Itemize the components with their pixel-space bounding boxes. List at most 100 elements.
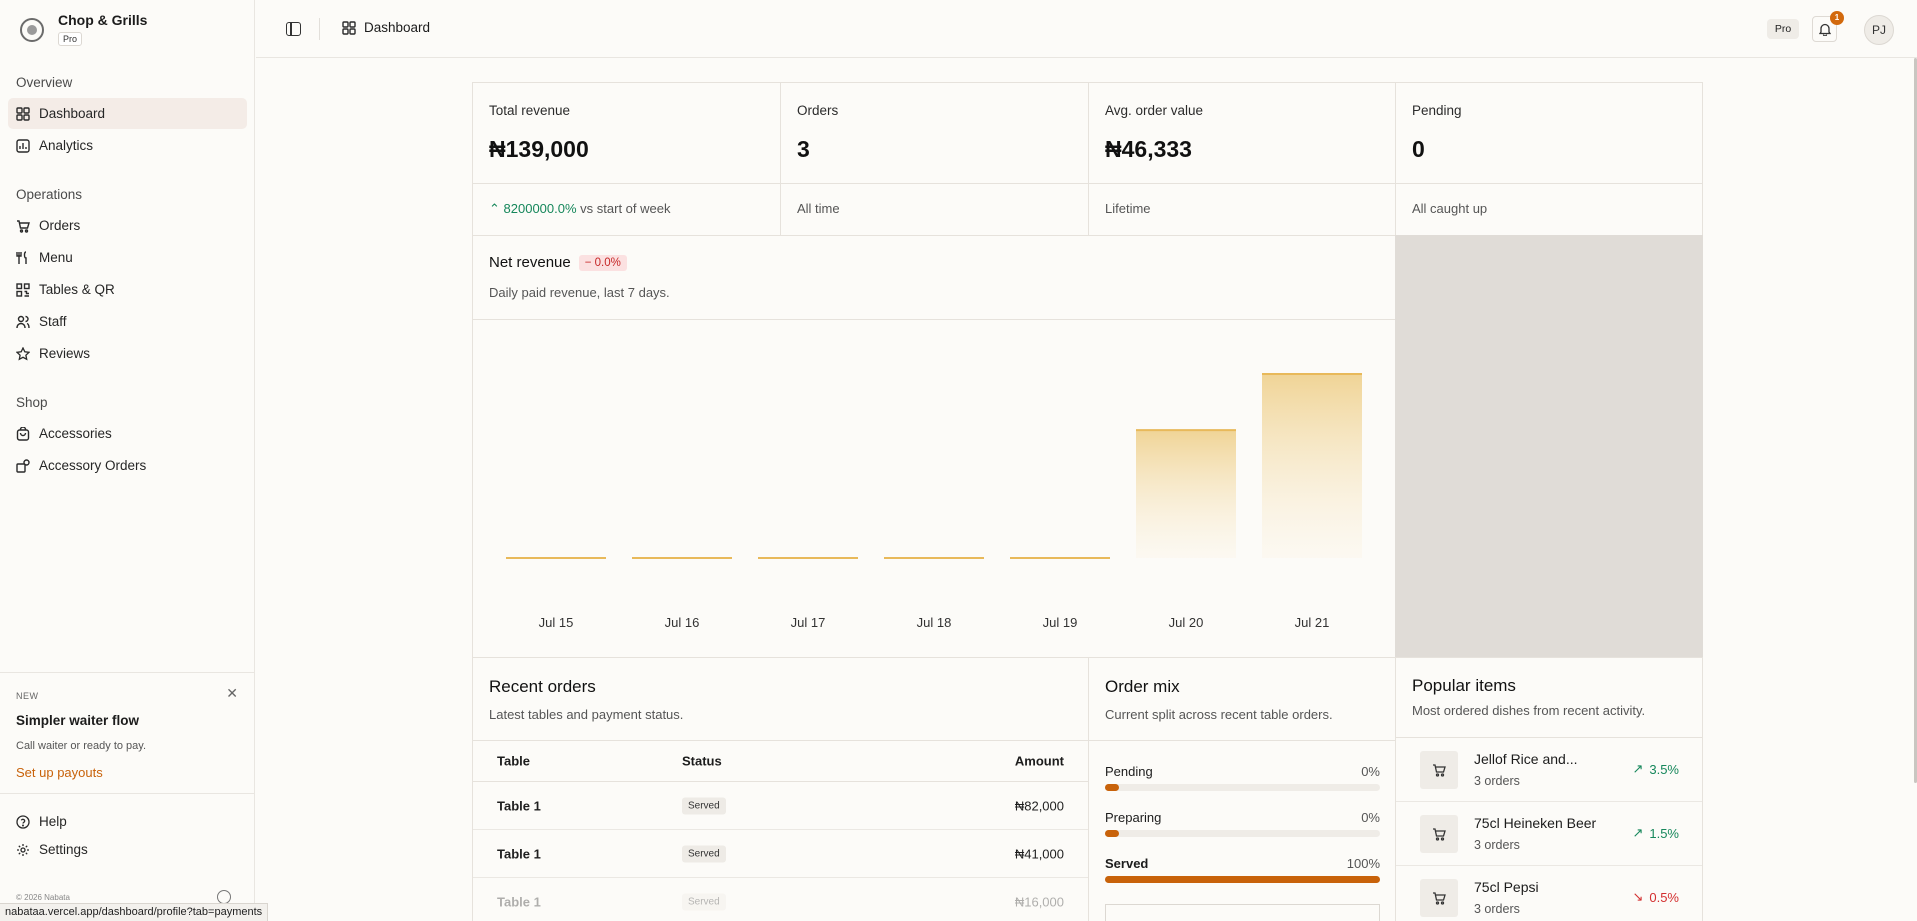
- qr-icon: [16, 282, 30, 297]
- kpi-value: 3: [797, 136, 810, 162]
- status-badge: Served: [682, 845, 726, 862]
- bar-jul-20[interactable]: [1136, 430, 1236, 558]
- notification-count: 1: [1830, 11, 1844, 25]
- table-row[interactable]: Table 1 Served ₦16,000: [473, 878, 1088, 921]
- bar-jul-21[interactable]: [1262, 374, 1362, 558]
- x-tick-label: Jul 18: [917, 615, 952, 630]
- column-header-amount: Amount: [1014, 753, 1064, 769]
- settings-label: Settings: [39, 842, 88, 857]
- x-tick-label: Jul 20: [1169, 615, 1204, 630]
- recent-orders-subtitle: Latest tables and payment status.: [489, 707, 684, 722]
- sidebar: Chop & Grills Pro Overview Dashboard Ana…: [0, 0, 255, 921]
- kpi-label: Total revenue: [489, 103, 571, 118]
- sidebar-toggle-icon[interactable]: [286, 22, 301, 36]
- column-header-table: Table: [497, 753, 530, 769]
- brand-name: Chop & Grills: [58, 12, 148, 28]
- sidebar-item-menu[interactable]: Menu: [8, 242, 247, 273]
- nav-section-overview: Overview: [16, 75, 73, 90]
- cart-icon: [1420, 879, 1458, 917]
- divider: [1089, 740, 1395, 741]
- divider: [473, 319, 1395, 320]
- recent-orders-title: Recent orders: [489, 677, 596, 696]
- help-link[interactable]: Help: [16, 814, 67, 829]
- list-item[interactable]: 75cl Pepsi 3 orders ↘ 0.5%: [1396, 866, 1702, 921]
- kpi-card-total-revenue: Total revenue ₦139,000 ⌃ 8200000.0% vs s…: [472, 82, 781, 236]
- progress-track: [1105, 876, 1380, 883]
- order-mix-title: Order mix: [1105, 677, 1180, 696]
- divider: [1089, 183, 1395, 184]
- notifications-button[interactable]: 1: [1812, 11, 1844, 42]
- mix-row-pending: Pending 0%: [1105, 764, 1380, 791]
- kpi-label: Orders: [797, 103, 839, 118]
- divider: [319, 18, 320, 40]
- plan-pill: Pro: [1767, 19, 1799, 39]
- kpi-value: ₦139,000: [489, 136, 589, 162]
- kpi-trend: 8200000.0%: [503, 201, 577, 216]
- trend-value: 3.5%: [1649, 761, 1679, 777]
- sidebar-item-label: Staff: [39, 314, 67, 329]
- sidebar-item-dashboard[interactable]: Dashboard: [8, 98, 247, 129]
- delta-badge: − 0.0%: [578, 254, 627, 271]
- item-name: 75cl Pepsi: [1474, 879, 1539, 895]
- sidebar-item-reviews[interactable]: Reviews: [8, 338, 247, 369]
- order-mix-card: Order mix Current split across recent ta…: [1088, 657, 1396, 921]
- kpi-value: 0: [1412, 136, 1425, 162]
- sidebar-item-analytics[interactable]: Analytics: [8, 130, 247, 161]
- item-trend: ↘ 0.5%: [1632, 889, 1679, 905]
- settings-link[interactable]: Settings: [16, 842, 88, 857]
- avatar[interactable]: PJ: [1864, 15, 1894, 45]
- copyright: © 2026 Nabata: [16, 893, 70, 902]
- mix-footer-box: [1105, 904, 1380, 921]
- package-icon: [16, 458, 30, 473]
- popular-title: Popular items: [1412, 676, 1516, 695]
- progress-fill: [1105, 876, 1380, 883]
- kpi-card-pending: Pending 0 All caught up: [1395, 82, 1703, 236]
- kpi-sub: ⌃ 8200000.0% vs start of week: [489, 201, 670, 217]
- sidebar-item-tables-qr[interactable]: Tables & QR: [8, 274, 247, 305]
- item-name: Jellof Rice and...: [1474, 751, 1578, 767]
- list-item[interactable]: Jellof Rice and... 3 orders ↗ 3.5%: [1396, 738, 1702, 802]
- nav-section-operations: Operations: [16, 187, 83, 202]
- grid-icon: [16, 106, 30, 121]
- sidebar-item-label: Analytics: [39, 138, 94, 153]
- close-icon[interactable]: ✕: [226, 685, 238, 701]
- popular-items-card: Popular items Most ordered dishes from r…: [1395, 657, 1703, 921]
- sidebar-item-accessory-orders[interactable]: Accessory Orders: [8, 450, 247, 481]
- popular-subtitle: Most ordered dishes from recent activity…: [1412, 703, 1646, 718]
- sidebar-item-staff[interactable]: Staff: [8, 306, 247, 337]
- table-header: Table Status Amount: [473, 741, 1088, 782]
- sidebar-item-label: Orders: [39, 218, 81, 233]
- divider: [781, 183, 1088, 184]
- item-trend: ↗ 1.5%: [1632, 825, 1679, 841]
- help-label: Help: [39, 814, 67, 829]
- list-item[interactable]: 75cl Heineken Beer 3 orders ↗ 1.5%: [1396, 802, 1702, 866]
- topbar: Dashboard Pro 1 PJ: [256, 0, 1917, 58]
- cell-table: Table 1: [497, 846, 541, 861]
- trend-value: 0.5%: [1649, 889, 1679, 905]
- table-row[interactable]: Table 1 Served ₦82,000: [473, 782, 1088, 830]
- revenue-bar-chart: Jul 15 Jul 16 Jul 17 Jul 18 Jul 19 Jul 20 Jul …: [506, 373, 1362, 630]
- setup-payouts-link[interactable]: Set up payouts: [16, 765, 103, 780]
- sidebar-item-accessories[interactable]: Accessories: [8, 418, 247, 449]
- sidebar-item-orders[interactable]: Orders: [8, 210, 247, 241]
- kpi-sub-text: Lifetime: [1105, 201, 1151, 216]
- order-mix-subtitle: Current split across recent table orders…: [1105, 707, 1333, 722]
- progress-fill: [1105, 784, 1119, 791]
- sidebar-item-label: Tables & QR: [39, 282, 115, 297]
- brand[interactable]: Chop & Grills Pro: [20, 12, 147, 46]
- theme-toggle-icon[interactable]: [217, 890, 231, 904]
- progress-track: [1105, 830, 1380, 837]
- mix-label: Pending: [1105, 764, 1153, 779]
- gear-icon: [16, 843, 30, 857]
- scrollbar[interactable]: [1914, 58, 1917, 783]
- item-name: 75cl Heineken Beer: [1474, 815, 1597, 831]
- nav-section-shop: Shop: [16, 395, 48, 410]
- table-row[interactable]: Table 1 Served ₦41,000: [473, 830, 1088, 878]
- x-tick-label: Jul 19: [1043, 615, 1078, 630]
- cart-icon: [16, 219, 30, 233]
- x-tick-label: Jul 15: [539, 615, 574, 630]
- trend-value: 1.5%: [1649, 825, 1679, 841]
- divider: [1396, 737, 1702, 738]
- progress-track: [1105, 784, 1380, 791]
- cell-amount: ₦82,000: [1014, 798, 1064, 813]
